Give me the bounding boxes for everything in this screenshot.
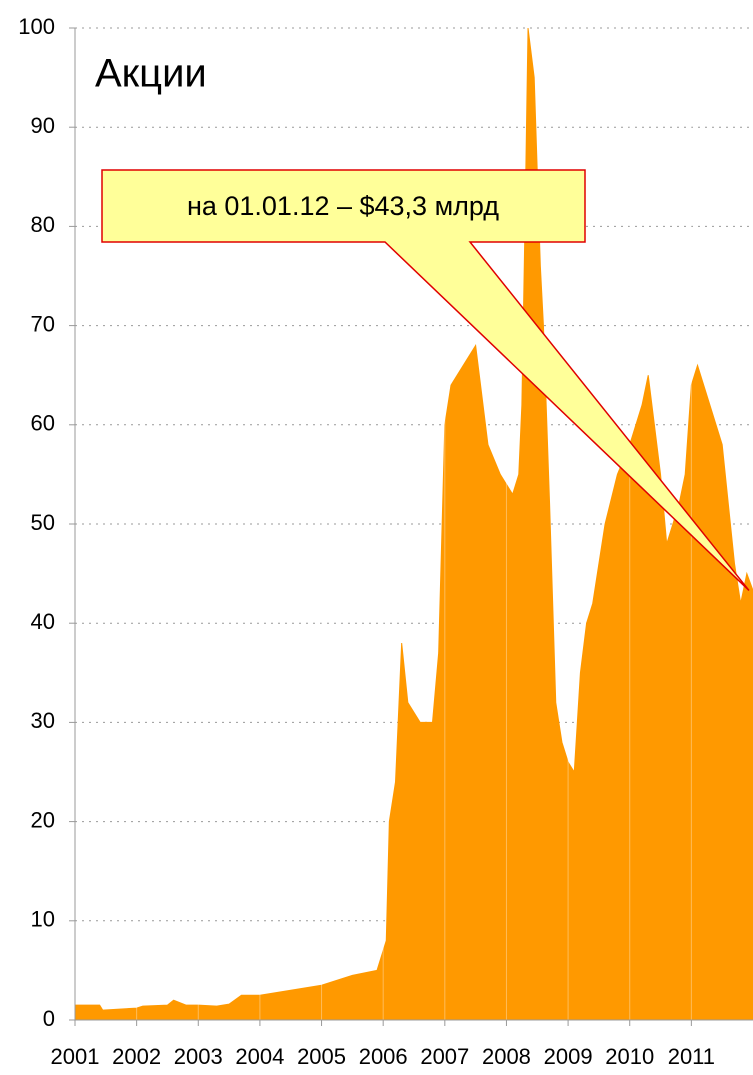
callout-text: на 01.01.12 – $43,3 млрд <box>187 191 499 221</box>
x-tick-label: 2011 <box>668 1044 715 1069</box>
x-tick-label: 2006 <box>359 1044 408 1069</box>
x-tick-label: 2002 <box>112 1044 161 1069</box>
area <box>74 27 753 1021</box>
y-tick-label: 40 <box>31 609 55 634</box>
x-tick-label: 2001 <box>51 1044 100 1069</box>
chart-title: Акции <box>95 52 207 96</box>
y-tick-label: 80 <box>31 212 55 237</box>
y-tick-label: 30 <box>31 708 55 733</box>
x-tick-label: 2008 <box>482 1044 531 1069</box>
x-tick-label: 2003 <box>174 1044 223 1069</box>
y-tick-label: 60 <box>31 411 55 436</box>
x-tick-label: 2010 <box>605 1044 654 1069</box>
y-tick-label: 90 <box>31 113 55 138</box>
axes: 0 10 20 30 40 50 60 70 80 90 100 2001 2002 2003 2004 20… <box>18 14 753 1069</box>
x-tick-label: 2009 <box>544 1044 593 1069</box>
callout-box <box>101 169 750 592</box>
y-tick-label: 20 <box>31 807 55 832</box>
y-tick-label: 10 <box>31 907 55 932</box>
y-tick-label: 70 <box>31 311 55 336</box>
x-tick-label: 2005 <box>297 1044 346 1069</box>
y-tick-label: 0 <box>43 1006 55 1031</box>
callout: на 01.01.12 – $43,3 млрд <box>101 169 750 592</box>
y-tick-label: 100 <box>18 14 55 39</box>
y-tick-label: 50 <box>31 510 55 535</box>
x-tick-label: 2004 <box>235 1044 284 1069</box>
x-tick-label: 2007 <box>420 1044 469 1069</box>
